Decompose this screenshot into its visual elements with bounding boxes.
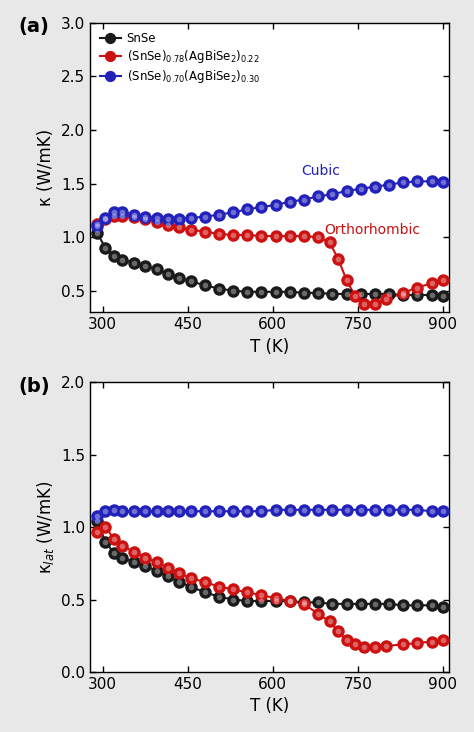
Text: Cubic: Cubic xyxy=(301,164,340,178)
Y-axis label: κ (W/mK): κ (W/mK) xyxy=(37,129,55,206)
Text: (a): (a) xyxy=(18,17,49,36)
X-axis label: T (K): T (K) xyxy=(250,698,289,715)
Y-axis label: κ$_{lat}$ (W/mK): κ$_{lat}$ (W/mK) xyxy=(35,480,55,574)
Text: Orthorhombic: Orthorhombic xyxy=(324,223,420,237)
X-axis label: T (K): T (K) xyxy=(250,337,289,356)
Text: (b): (b) xyxy=(18,377,50,395)
Legend: SnSe, (SnSe)$_{0.78}$(AgBiSe$_2$)$_{0.22}$, (SnSe)$_{0.70}$(AgBiSe$_2$)$_{0.30}$: SnSe, (SnSe)$_{0.78}$(AgBiSe$_2$)$_{0.22… xyxy=(96,29,264,89)
